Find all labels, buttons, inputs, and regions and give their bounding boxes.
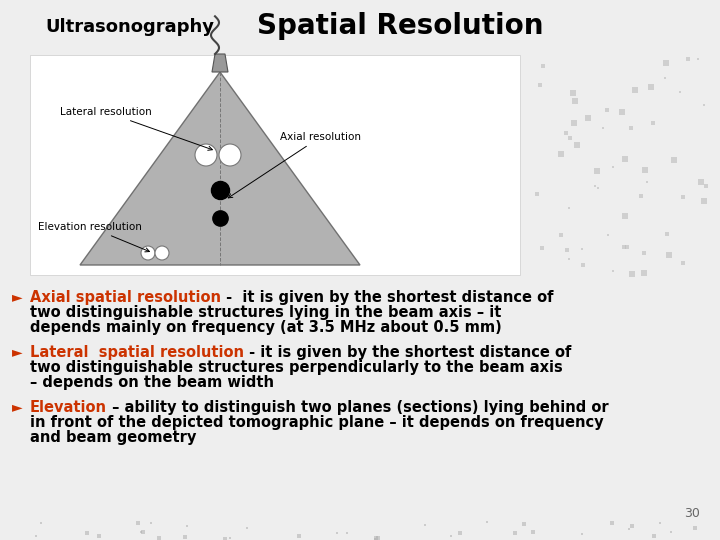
Text: 30: 30: [684, 507, 700, 520]
Circle shape: [155, 246, 169, 260]
FancyBboxPatch shape: [30, 55, 520, 275]
Text: and beam geometry: and beam geometry: [30, 430, 197, 445]
Polygon shape: [80, 72, 360, 265]
Circle shape: [219, 144, 241, 166]
Text: Elevation resolution: Elevation resolution: [38, 222, 150, 252]
Text: two distinguishable structures lying in the beam axis – it: two distinguishable structures lying in …: [30, 305, 501, 320]
Text: - it is given by the shortest distance of: - it is given by the shortest distance o…: [244, 345, 572, 360]
Text: in front of the depicted tomographic plane – it depends on frequency: in front of the depicted tomographic pla…: [30, 415, 603, 430]
Text: two distinguishable structures perpendicularly to the beam axis: two distinguishable structures perpendic…: [30, 360, 563, 375]
Text: Spatial Resolution: Spatial Resolution: [257, 12, 544, 40]
Text: -  it is given by the shortest distance of: - it is given by the shortest distance o…: [221, 290, 554, 305]
Text: ►: ►: [12, 400, 22, 414]
Text: ►: ►: [12, 345, 22, 359]
Text: Elevation: Elevation: [30, 400, 107, 415]
Polygon shape: [212, 54, 228, 72]
Text: Lateral  spatial resolution: Lateral spatial resolution: [30, 345, 244, 360]
Text: Ultrasonography: Ultrasonography: [45, 18, 214, 36]
Circle shape: [195, 144, 217, 166]
Text: depends mainly on frequency (at 3.5 MHz about 0.5 mm): depends mainly on frequency (at 3.5 MHz …: [30, 320, 502, 335]
Text: Lateral resolution: Lateral resolution: [60, 107, 212, 150]
Text: – depends on the beam width: – depends on the beam width: [30, 375, 274, 390]
Text: – ability to distinguish two planes (sections) lying behind or: – ability to distinguish two planes (sec…: [107, 400, 608, 415]
Text: Axial resolution: Axial resolution: [228, 132, 361, 198]
Text: ►: ►: [12, 290, 22, 304]
Circle shape: [141, 246, 155, 260]
Text: Axial spatial resolution: Axial spatial resolution: [30, 290, 221, 305]
